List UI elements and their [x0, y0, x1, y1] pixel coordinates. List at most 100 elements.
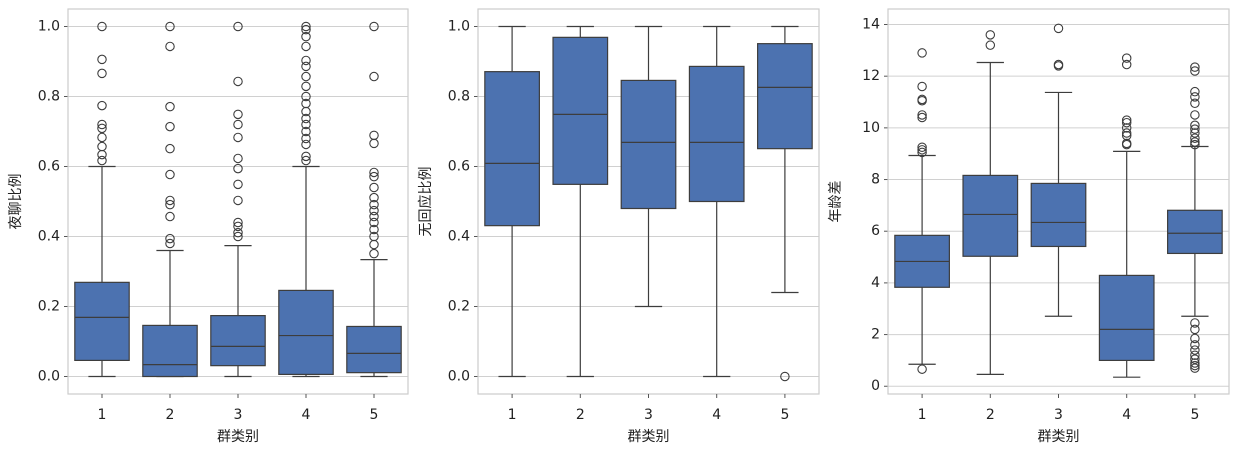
outlier	[301, 21, 311, 32]
y-tick-label: 0.0	[448, 369, 470, 385]
box	[552, 36, 609, 185]
outlier	[301, 151, 311, 162]
x-tick-label: 3	[234, 407, 243, 423]
x-tick-label: 2	[166, 407, 175, 423]
outlier	[301, 81, 311, 92]
y-tick-label: 0.6	[38, 159, 60, 175]
box	[346, 325, 402, 374]
x-tick-label: 4	[1122, 407, 1131, 423]
y-tick-label: 2	[871, 327, 880, 343]
x-tick-label: 1	[918, 407, 927, 423]
outlier	[165, 199, 175, 210]
outlier	[917, 142, 927, 152]
outlier	[1190, 358, 1200, 368]
outlier	[1190, 318, 1200, 328]
outlier	[1121, 53, 1132, 63]
outlier	[97, 21, 107, 32]
x-tick-label: 1	[98, 407, 107, 423]
outlier	[1121, 115, 1132, 125]
x-axis-label: 群类别	[217, 429, 259, 445]
outlier	[301, 106, 311, 117]
x-tick-label: 5	[1190, 407, 1199, 423]
outlier	[165, 121, 175, 132]
outlier	[1121, 123, 1132, 133]
outlier	[985, 30, 996, 40]
outlier	[301, 41, 311, 52]
outlier	[233, 221, 243, 232]
outlier	[97, 100, 107, 111]
outlier	[369, 171, 379, 182]
outlier	[97, 119, 107, 130]
y-tick-label: 0.0	[38, 369, 60, 385]
outlier	[1190, 124, 1200, 134]
box	[757, 43, 813, 150]
y-tick-label: 1.0	[448, 19, 470, 35]
outlier	[165, 21, 175, 32]
y-tick-label: 0.4	[38, 229, 60, 245]
outlier	[301, 31, 311, 42]
outlier	[165, 169, 175, 180]
x-tick-label: 5	[780, 407, 789, 423]
outlier	[369, 239, 379, 250]
outlier	[97, 68, 107, 79]
outlier	[165, 233, 175, 244]
outlier	[1190, 62, 1200, 72]
outlier	[97, 141, 107, 152]
outlier	[369, 248, 379, 259]
outlier	[369, 138, 379, 149]
y-tick-label: 14	[862, 17, 880, 33]
outlier	[917, 48, 927, 58]
outlier	[1190, 98, 1200, 109]
x-tick-label: 3	[1054, 407, 1063, 423]
y-tick-label: 0.4	[448, 229, 470, 245]
outlier	[233, 153, 243, 164]
outlier	[165, 41, 175, 52]
box	[278, 289, 334, 375]
box	[210, 315, 266, 367]
outlier	[369, 199, 379, 210]
y-tick-label: 0.2	[448, 299, 470, 315]
x-tick-label: 5	[370, 407, 379, 423]
outlier	[233, 119, 243, 130]
outlier	[369, 217, 379, 228]
y-axis-label: 无回应比例	[417, 167, 434, 237]
outlier	[1121, 130, 1132, 141]
box	[1167, 209, 1223, 255]
x-tick-label: 1	[508, 407, 517, 423]
y-tick-label: 0.8	[38, 89, 60, 105]
outlier	[1190, 345, 1200, 355]
box	[1030, 182, 1087, 248]
outlier	[369, 205, 379, 216]
outlier	[233, 195, 243, 206]
box	[620, 79, 677, 210]
outlier	[1190, 92, 1200, 102]
box	[74, 281, 130, 362]
outlier	[369, 211, 379, 222]
outlier	[301, 24, 311, 35]
x-tick-label: 4	[302, 407, 311, 423]
outlier	[165, 101, 175, 112]
y-tick-label: 0.6	[448, 159, 470, 175]
outlier	[165, 211, 175, 222]
outlier	[301, 113, 311, 124]
outlier	[1190, 128, 1200, 138]
x-tick-label: 3	[644, 407, 653, 423]
box	[688, 65, 745, 203]
outlier	[97, 155, 107, 166]
outlier	[97, 123, 107, 134]
outlier	[233, 76, 243, 87]
outlier	[1190, 86, 1200, 97]
outlier	[369, 192, 379, 203]
outlier	[1190, 354, 1200, 364]
box	[142, 324, 198, 378]
outlier	[233, 109, 243, 120]
x-axis-label: 群类别	[628, 429, 670, 445]
outlier	[780, 371, 790, 382]
outlier	[301, 126, 311, 137]
outlier	[917, 364, 927, 374]
outlier	[1190, 360, 1200, 371]
outlier	[233, 217, 243, 228]
outlier	[1121, 117, 1132, 128]
box	[962, 174, 1019, 257]
outlier	[301, 139, 311, 150]
